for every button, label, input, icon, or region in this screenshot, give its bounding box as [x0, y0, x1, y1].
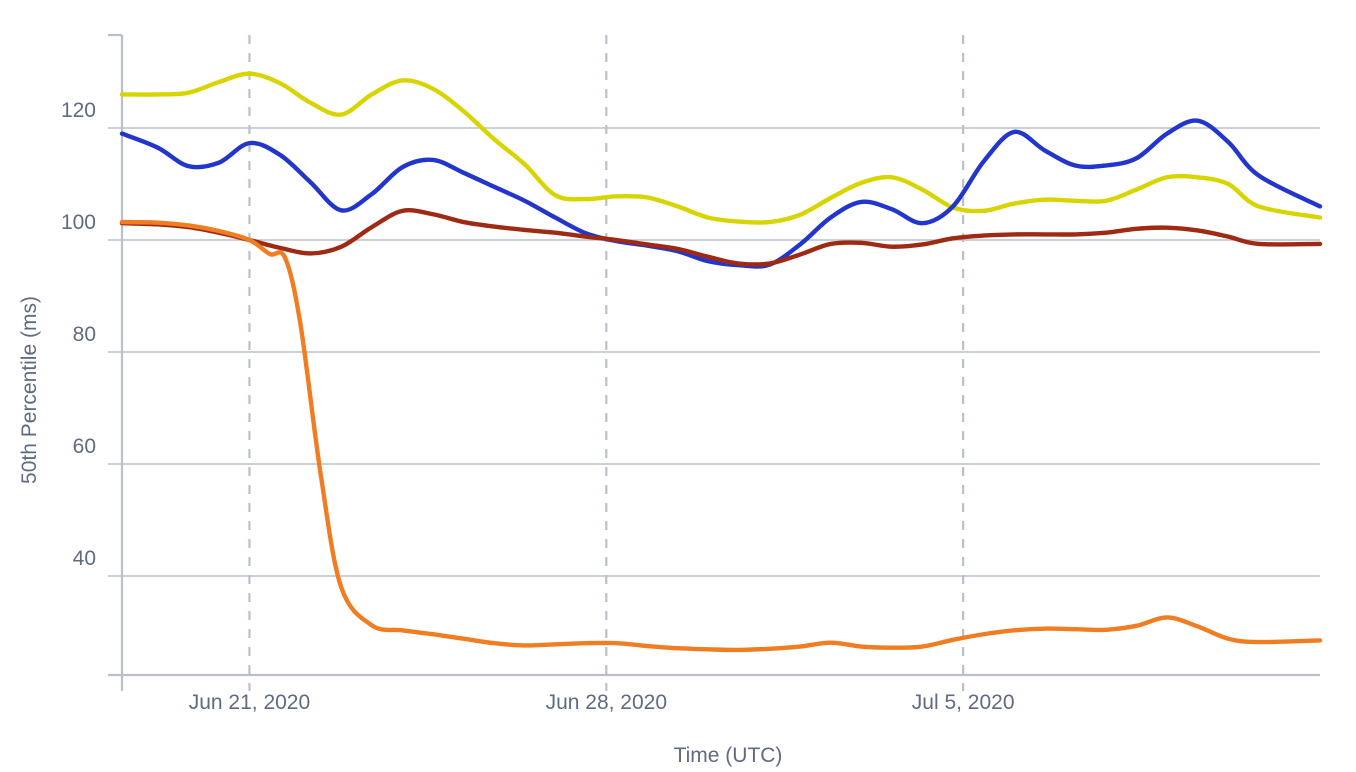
x-tick-label-1: Jun 28, 2020 [546, 691, 667, 714]
y-tick-labels: 40 60 80 100 120 [61, 99, 96, 570]
x-tick-labels: Jun 21, 2020 Jun 28, 2020 Jul 5, 2020 [189, 691, 1015, 714]
y-tick-label-60: 60 [73, 435, 96, 458]
y-tick-label-80: 80 [73, 323, 96, 346]
x-axis-title: Time (UTC) [674, 744, 783, 767]
line-series-yellow [119, 71, 1323, 225]
axis-lines [108, 33, 1320, 691]
y-tick-label-100: 100 [61, 211, 96, 234]
y-axis-title: 50th Percentile (ms) [18, 296, 41, 484]
vertical-gridlines [248, 35, 965, 691]
horizontal-gridlines [108, 127, 1320, 577]
x-tick-label-0: Jun 21, 2020 [189, 691, 310, 714]
y-tick-label-40: 40 [73, 547, 96, 570]
y-tick-label-120: 120 [61, 99, 96, 122]
line-series-orange [119, 219, 1323, 653]
series-lines [119, 71, 1323, 653]
line-series-darkred [119, 208, 1323, 267]
line-series-blue [119, 118, 1323, 269]
x-tick-label-2: Jul 5, 2020 [912, 691, 1015, 714]
